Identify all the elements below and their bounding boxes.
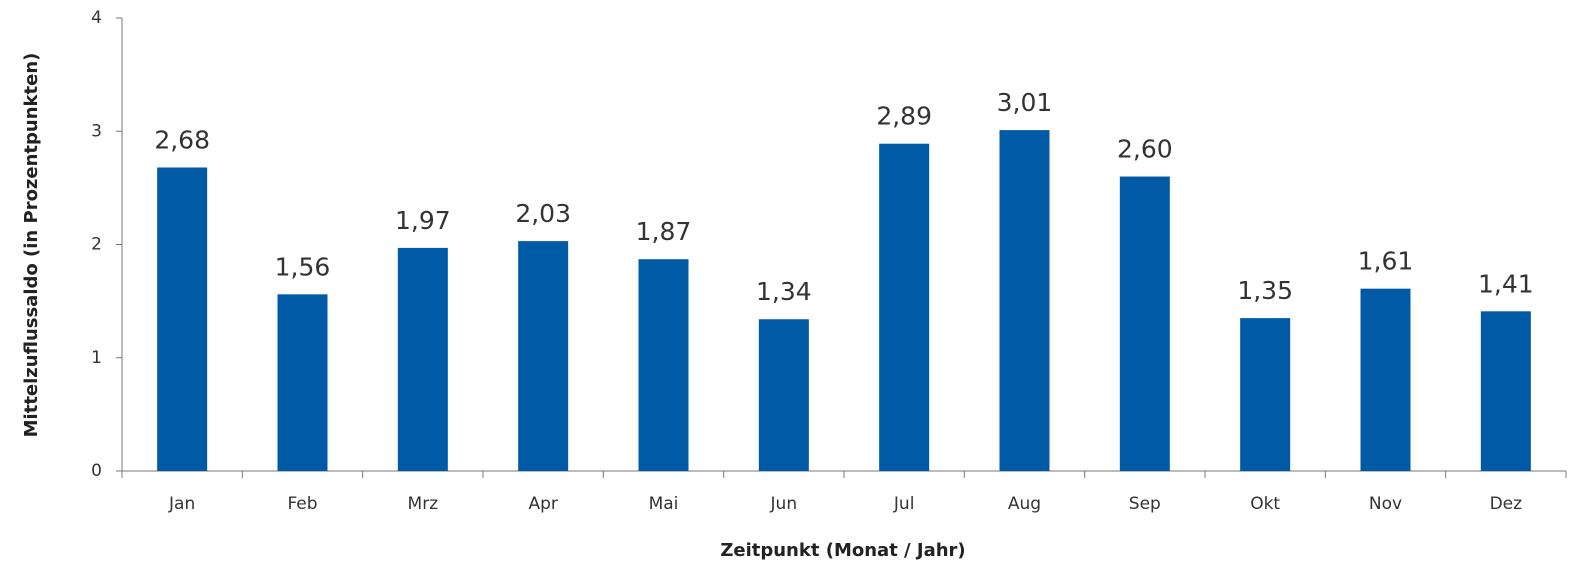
x-tick-label: Aug [1008,494,1041,514]
value-label: 3,01 [997,88,1053,117]
bar [1480,311,1531,471]
x-tick-label: Sep [1129,494,1161,514]
x-tick-label: Apr [528,494,557,514]
x-tick-label: Dez [1490,494,1523,514]
bar [1119,176,1170,472]
value-label: 2,89 [876,102,932,131]
value-label: 1,97 [395,206,451,235]
y-tick-label: 3 [91,121,102,141]
x-tick-label: Jun [770,494,798,514]
bar [879,143,930,471]
bar [1240,318,1291,471]
y-tick-label: 4 [91,8,102,28]
value-label: 2,03 [515,199,571,228]
value-label: 2,68 [154,125,210,154]
bar [277,294,328,471]
bar [999,130,1050,471]
value-label: 1,61 [1358,247,1414,276]
x-tick-label: Feb [287,494,317,514]
value-label: 1,35 [1237,276,1293,305]
x-tick-label: Nov [1369,494,1402,514]
x-tick-label: Jul [893,494,915,514]
x-axis-title: Zeitpunkt (Monat / Jahr) [720,540,965,561]
y-tick-label: 1 [91,348,102,368]
value-label: 1,87 [636,217,692,246]
value-label: 2,60 [1117,135,1173,164]
y-tick-label: 0 [91,461,102,481]
y-axis-title: Mittelzuflussaldo (in Prozentpunkten) [21,53,42,438]
x-tick-label: Mai [649,494,679,514]
x-tick-label: Jan [168,494,195,514]
x-tick-label: Mrz [408,494,439,514]
bar [518,241,569,471]
bar [638,259,689,471]
bar [1360,288,1411,471]
value-label: 1,34 [756,277,812,306]
bar [758,319,809,471]
y-tick-label: 2 [91,235,102,255]
bar [157,167,208,472]
bar [397,247,448,471]
value-label: 1,56 [275,252,331,281]
x-tick-label: Okt [1250,494,1280,514]
value-label: 1,41 [1478,269,1534,298]
